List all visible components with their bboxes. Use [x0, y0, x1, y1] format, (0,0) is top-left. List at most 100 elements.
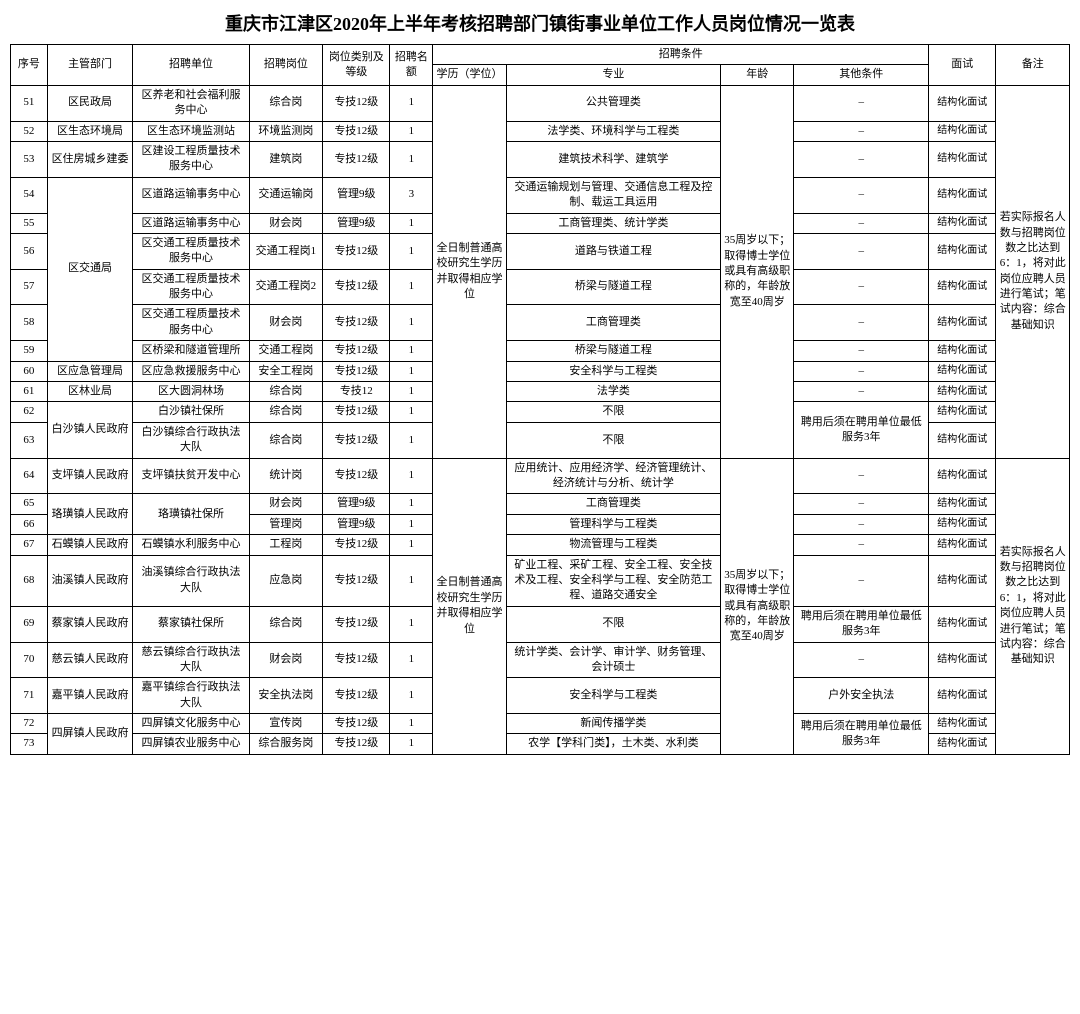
- cell: 法学类: [506, 382, 720, 402]
- cell: 1: [390, 213, 433, 233]
- cell: –: [794, 642, 929, 678]
- cell: 矿业工程、采矿工程、安全工程、安全技术及工程、安全科学与工程、安全防范工程、道路…: [506, 555, 720, 606]
- cell: 法学类、环境科学与工程类: [506, 121, 720, 141]
- cell: 专技12级: [323, 458, 390, 494]
- cell: 嘉平镇综合行政执法大队: [133, 678, 249, 714]
- cell: 1: [390, 734, 433, 754]
- cell: 71: [11, 678, 48, 714]
- cell: 专技12级: [323, 555, 390, 606]
- cell: –: [794, 177, 929, 213]
- cell: 1: [390, 514, 433, 534]
- cell: 1: [390, 233, 433, 269]
- cell: 专技12级: [323, 361, 390, 381]
- cell: 区道路运输事务中心: [133, 213, 249, 233]
- cell: 区道路运输事务中心: [133, 177, 249, 213]
- cell: 管理9级: [323, 494, 390, 514]
- cell: 区交通局: [47, 177, 133, 361]
- cell: 结构化面试: [929, 514, 996, 534]
- cell: 区生态环境局: [47, 121, 133, 141]
- cell: 1: [390, 494, 433, 514]
- cell: 专技12级: [323, 341, 390, 361]
- cell: 73: [11, 734, 48, 754]
- cell: 区应急救援服务中心: [133, 361, 249, 381]
- table-row: 57区交通工程质量技术服务中心交通工程岗2专技12级1桥梁与隧道工程–结构化面试: [11, 269, 1070, 305]
- cell: 综合岗: [249, 422, 322, 458]
- cell: –: [794, 141, 929, 177]
- cell: 结构化面试: [929, 555, 996, 606]
- cell: 石蟆镇水利服务中心: [133, 535, 249, 555]
- cell: 区建设工程质量技术服务中心: [133, 141, 249, 177]
- cell: 结构化面试: [929, 535, 996, 555]
- cell: 统计岗: [249, 458, 322, 494]
- th-lvl: 岗位类别及等级: [323, 45, 390, 86]
- cell: 聘用后须在聘用单位最低服务3年: [794, 402, 929, 458]
- cell: 区交通工程质量技术服务中心: [133, 269, 249, 305]
- cell: 统计学类、会计学、审计学、财务管理、会计硕士: [506, 642, 720, 678]
- cell: 结构化面试: [929, 714, 996, 734]
- cell: 专技12级: [323, 233, 390, 269]
- cell: 桥梁与隧道工程: [506, 269, 720, 305]
- cell: 54: [11, 177, 48, 213]
- cell: 64: [11, 458, 48, 494]
- cell: 珞璜镇社保所: [133, 494, 249, 535]
- cell: 白沙镇综合行政执法大队: [133, 422, 249, 458]
- cell: 结构化面试: [929, 678, 996, 714]
- cell: 55: [11, 213, 48, 233]
- cell-remark: 若实际报名人数与招聘岗位数之比达到6：1，将对此岗位应聘人员进行笔试；笔试内容：…: [996, 458, 1070, 754]
- table-row: 72四屏镇人民政府四屏镇文化服务中心宣传岗专技12级1新闻传播学类聘用后须在聘用…: [11, 714, 1070, 734]
- cell: 1: [390, 642, 433, 678]
- cell: 1: [390, 714, 433, 734]
- cell: 专技12级: [323, 422, 390, 458]
- table-row: 51 区民政局 区养老和社会福利服务中心 综合岗 专技12级 1 全日制普通高校…: [11, 85, 1070, 121]
- cell: 不限: [506, 606, 720, 642]
- cell-age: 35周岁以下；取得博士学位或具有高级职称的，年龄放宽至40周岁: [721, 85, 794, 458]
- cell: 区住房城乡建委: [47, 141, 133, 177]
- cell: 交通工程岗1: [249, 233, 322, 269]
- cell: 专技12级: [323, 402, 390, 422]
- cell: 应用统计、应用经济学、经济管理统计、经济统计与分析、统计学: [506, 458, 720, 494]
- cell: 物流管理与工程类: [506, 535, 720, 555]
- table-row: 58区交通工程质量技术服务中心财会岗专技12级1工商管理类–结构化面试: [11, 305, 1070, 341]
- cell: –: [794, 341, 929, 361]
- table-row: 56区交通工程质量技术服务中心交通工程岗1专技12级1道路与铁道工程–结构化面试: [11, 233, 1070, 269]
- cell: 管理9级: [323, 213, 390, 233]
- cell: 1: [390, 555, 433, 606]
- cell-remark: 若实际报名人数与招聘岗位数之比达到6：1，将对此岗位应聘人员进行笔试；笔试内容：…: [996, 85, 1070, 458]
- cell: 专技12: [323, 382, 390, 402]
- cell: 专技12级: [323, 121, 390, 141]
- cell: 工商管理类、统计学类: [506, 213, 720, 233]
- table-row: 54区交通局区道路运输事务中心交通运输岗管理9级3交通运输规划与管理、交通信息工…: [11, 177, 1070, 213]
- cell: 管理科学与工程类: [506, 514, 720, 534]
- cell: 综合服务岗: [249, 734, 322, 754]
- cell: 60: [11, 361, 48, 381]
- cell: 交通运输规划与管理、交通信息工程及控制、载运工具运用: [506, 177, 720, 213]
- cell: 1: [390, 121, 433, 141]
- cell: –: [794, 555, 929, 606]
- cell: 1: [390, 361, 433, 381]
- cell: 环境监测岗: [249, 121, 322, 141]
- cell: 68: [11, 555, 48, 606]
- cell: 管理9级: [323, 177, 390, 213]
- cell: 69: [11, 606, 48, 642]
- cell: 不限: [506, 402, 720, 422]
- cell: 62: [11, 402, 48, 422]
- cell: 58: [11, 305, 48, 341]
- cell-edu: 全日制普通高校研究生学历并取得相应学位: [433, 85, 506, 458]
- cell: 区交通工程质量技术服务中心: [133, 233, 249, 269]
- cell: 1: [390, 141, 433, 177]
- cell: 专技12级: [323, 642, 390, 678]
- cell: 专技12级: [323, 269, 390, 305]
- cell: 聘用后须在聘用单位最低服务3年: [794, 606, 929, 642]
- cell: 财会岗: [249, 494, 322, 514]
- cell: –: [794, 535, 929, 555]
- cell: 结构化面试: [929, 494, 996, 514]
- cell: 结构化面试: [929, 382, 996, 402]
- cell: 结构化面试: [929, 341, 996, 361]
- table-row: 64支坪镇人民政府支坪镇扶贫开发中心统计岗专技12级1 全日制普通高校研究生学历…: [11, 458, 1070, 494]
- cell: 专技12级: [323, 734, 390, 754]
- cell: 支坪镇人民政府: [47, 458, 133, 494]
- cell: –: [794, 85, 929, 121]
- cell: 结构化面试: [929, 233, 996, 269]
- th-interview: 面试: [929, 45, 996, 86]
- cell: 安全科学与工程类: [506, 678, 720, 714]
